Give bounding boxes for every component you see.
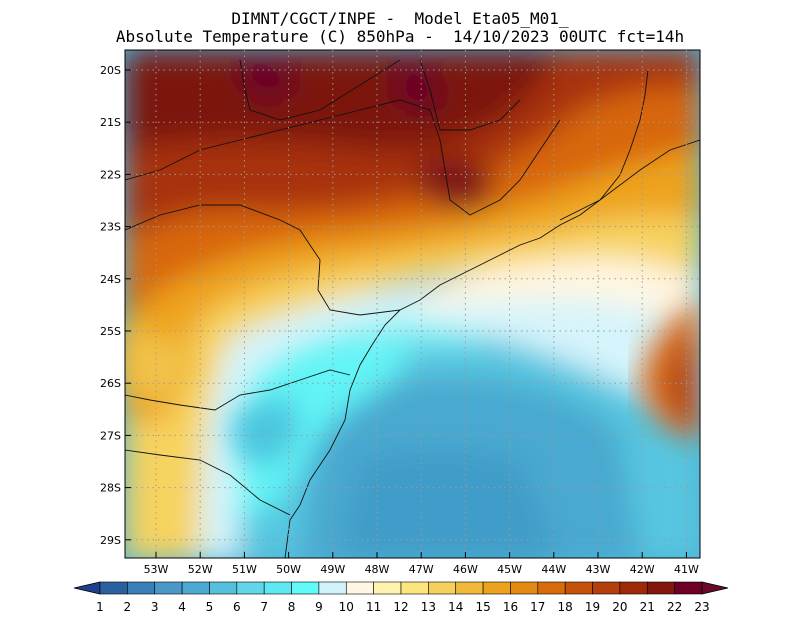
lon-label: 51W — [232, 563, 257, 576]
map-frame — [124, 49, 701, 559]
colorbar-label: 23 — [694, 600, 709, 614]
colorbar-label: 16 — [503, 600, 518, 614]
colorbar-segment — [345, 581, 374, 595]
colorbar-segment — [510, 581, 539, 595]
colorbar-segment — [373, 581, 402, 595]
colorbar-label: 3 — [151, 600, 159, 614]
lon-label: 47W — [409, 563, 434, 576]
colorbar-label: 1 — [96, 600, 104, 614]
lat-label: 24S — [100, 273, 121, 286]
lon-label: 44W — [541, 563, 566, 576]
temperature-field — [125, 50, 700, 558]
lat-label: 23S — [100, 221, 121, 234]
colorbar-segment — [263, 581, 292, 595]
lon-label: 53W — [144, 563, 169, 576]
colorbar-segment — [99, 581, 128, 595]
lat-label: 22S — [100, 168, 121, 181]
colorbar-segment — [674, 581, 703, 595]
lon-label: 41W — [674, 563, 699, 576]
lat-label: 20S — [100, 64, 121, 77]
colorbar-label: 6 — [233, 600, 241, 614]
lon-label: 49W — [320, 563, 345, 576]
lat-label: 26S — [100, 377, 121, 390]
colorbar-arrow-high — [701, 581, 729, 595]
colorbar-label: 19 — [585, 600, 600, 614]
colorbar-segment — [455, 581, 484, 595]
colorbar-label: 4 — [178, 600, 186, 614]
colorbar-segment — [428, 581, 457, 595]
colorbar-segment — [646, 581, 675, 595]
colorbar-segment — [127, 581, 156, 595]
map-title-line-1: DIMNT/CGCT/INPE - Model Eta05_M01_ — [231, 9, 569, 28]
colorbar-label: 10 — [339, 600, 354, 614]
colorbar-label: 8 — [288, 600, 296, 614]
colorbar-label: 9 — [315, 600, 323, 614]
colorbar-segment — [154, 581, 183, 595]
colorbar-label: 5 — [206, 600, 214, 614]
colorbar-segment — [236, 581, 265, 595]
colorbar-label: 17 — [530, 600, 545, 614]
lon-label: 46W — [453, 563, 478, 576]
colorbar: 1 2 3 4 5 6 7 8 9 10 11 12 13 14 15 16 17 18 19 20 21 22 23 — [73, 581, 729, 614]
lon-label: 52W — [188, 563, 213, 576]
lon-label: 50W — [276, 563, 301, 576]
longitude-labels: 53W 52W 51W 50W 49W 48W 47W 46W 45W 44W 43W 42W 41W — [144, 563, 699, 576]
colorbar-label: 15 — [475, 600, 490, 614]
colorbar-segment — [564, 581, 593, 595]
lat-label: 25S — [100, 325, 121, 338]
colorbar-label: 11 — [366, 600, 381, 614]
colorbar-label: 18 — [558, 600, 573, 614]
colorbar-label: 14 — [448, 600, 463, 614]
colorbar-segment — [181, 581, 210, 595]
lat-lon-grid — [125, 50, 700, 558]
colorbar-segment — [537, 581, 566, 595]
colorbar-label: 7 — [260, 600, 268, 614]
latitude-labels: 20S 21S 22S 23S 24S 25S 26S 27S 28S 29S — [100, 64, 121, 547]
lat-label: 29S — [100, 534, 121, 547]
colorbar-arrow-low — [73, 581, 101, 595]
colorbar-label: 22 — [667, 600, 682, 614]
lon-label: 42W — [630, 563, 655, 576]
colorbar-segment — [400, 581, 429, 595]
lat-label: 27S — [100, 429, 121, 442]
lat-label: 28S — [100, 482, 121, 495]
lon-label: 48W — [365, 563, 390, 576]
colorbar-label: 2 — [124, 600, 132, 614]
colorbar-segment — [209, 581, 238, 595]
lon-label: 43W — [586, 563, 611, 576]
lon-label: 45W — [497, 563, 522, 576]
colorbar-segment — [592, 581, 621, 595]
map-title-line-2: Absolute Temperature (C) 850hPa - 14/10/… — [115, 27, 685, 46]
colorbar-label: 21 — [640, 600, 655, 614]
colorbar-segment — [482, 581, 511, 595]
colorbar-label: 12 — [393, 600, 408, 614]
lat-label: 21S — [100, 116, 121, 129]
colorbar-segment — [291, 581, 320, 595]
colorbar-segment — [619, 581, 648, 595]
colorbar-label: 13 — [421, 600, 436, 614]
colorbar-segment — [318, 581, 347, 595]
colorbar-label: 20 — [612, 600, 627, 614]
coastline-borders — [125, 59, 700, 558]
